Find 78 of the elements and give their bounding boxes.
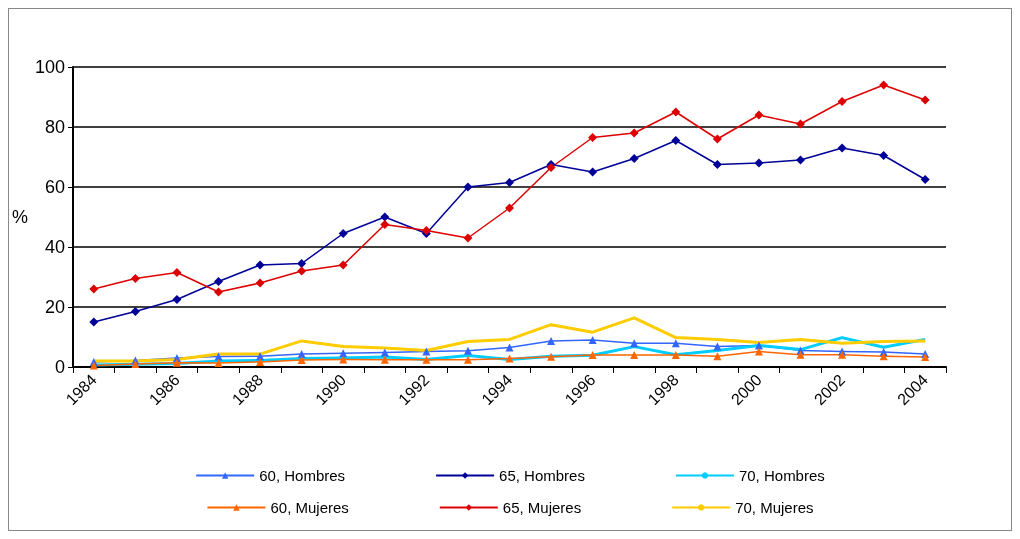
point — [920, 95, 930, 105]
point — [588, 351, 597, 359]
point — [879, 151, 889, 160]
point — [338, 260, 348, 270]
legend-label: 65, Mujeres — [502, 499, 582, 516]
point — [505, 203, 514, 213]
point — [713, 352, 722, 361]
point — [588, 133, 598, 142]
point — [256, 352, 265, 361]
point — [754, 158, 764, 168]
point — [796, 119, 805, 129]
point — [671, 351, 680, 359]
point — [712, 134, 722, 144]
point — [463, 233, 473, 243]
y-tick-label: 40 — [44, 237, 65, 257]
y-tick-label: 60 — [44, 177, 65, 197]
point — [89, 317, 99, 327]
point — [588, 167, 598, 177]
point — [463, 355, 472, 364]
point — [339, 355, 348, 364]
point — [130, 274, 140, 283]
point — [297, 266, 307, 276]
point — [547, 352, 556, 361]
point — [920, 175, 930, 184]
point — [255, 260, 265, 270]
point — [255, 278, 265, 288]
point — [879, 80, 889, 90]
point — [505, 343, 514, 352]
point — [297, 350, 306, 359]
point — [588, 336, 597, 344]
point — [380, 348, 389, 357]
point — [172, 358, 181, 367]
y-tick-label: 0 — [54, 357, 65, 377]
point — [214, 287, 223, 297]
legend-label: 70, Mujeres — [735, 499, 814, 516]
point — [89, 361, 98, 370]
point — [796, 155, 805, 165]
point — [630, 351, 639, 359]
point — [629, 154, 639, 163]
point — [422, 355, 431, 364]
point — [380, 220, 390, 229]
point — [256, 357, 265, 366]
point — [131, 360, 140, 368]
point — [214, 277, 223, 286]
point — [505, 178, 514, 187]
y-tick-label: 80 — [44, 117, 65, 137]
point — [547, 336, 556, 345]
point — [172, 295, 182, 304]
point — [505, 354, 514, 363]
y-tick-label: 100 — [34, 57, 65, 77]
legend-label: 60, Hombres — [259, 467, 346, 484]
point — [671, 136, 681, 145]
point — [297, 259, 307, 268]
point — [172, 268, 182, 277]
point — [712, 160, 722, 169]
legend-label: 65, Hombres — [499, 467, 585, 484]
point — [380, 212, 390, 222]
point — [214, 359, 223, 368]
point — [130, 307, 140, 316]
point — [463, 182, 473, 192]
point — [463, 346, 472, 355]
point — [629, 128, 639, 138]
point — [796, 350, 805, 359]
point — [879, 352, 888, 361]
point — [338, 229, 348, 238]
point — [837, 97, 847, 106]
point — [671, 107, 681, 117]
legend-label: 70, Hombres — [738, 467, 825, 484]
point — [837, 143, 847, 153]
point — [380, 355, 389, 364]
point — [89, 284, 99, 294]
point — [214, 352, 223, 361]
point — [754, 110, 764, 120]
point — [713, 342, 722, 351]
y-axis-title: % — [11, 207, 28, 227]
point — [297, 356, 306, 365]
legend-label: 60, Mujeres — [270, 499, 349, 516]
y-tick-label: 20 — [44, 297, 65, 317]
